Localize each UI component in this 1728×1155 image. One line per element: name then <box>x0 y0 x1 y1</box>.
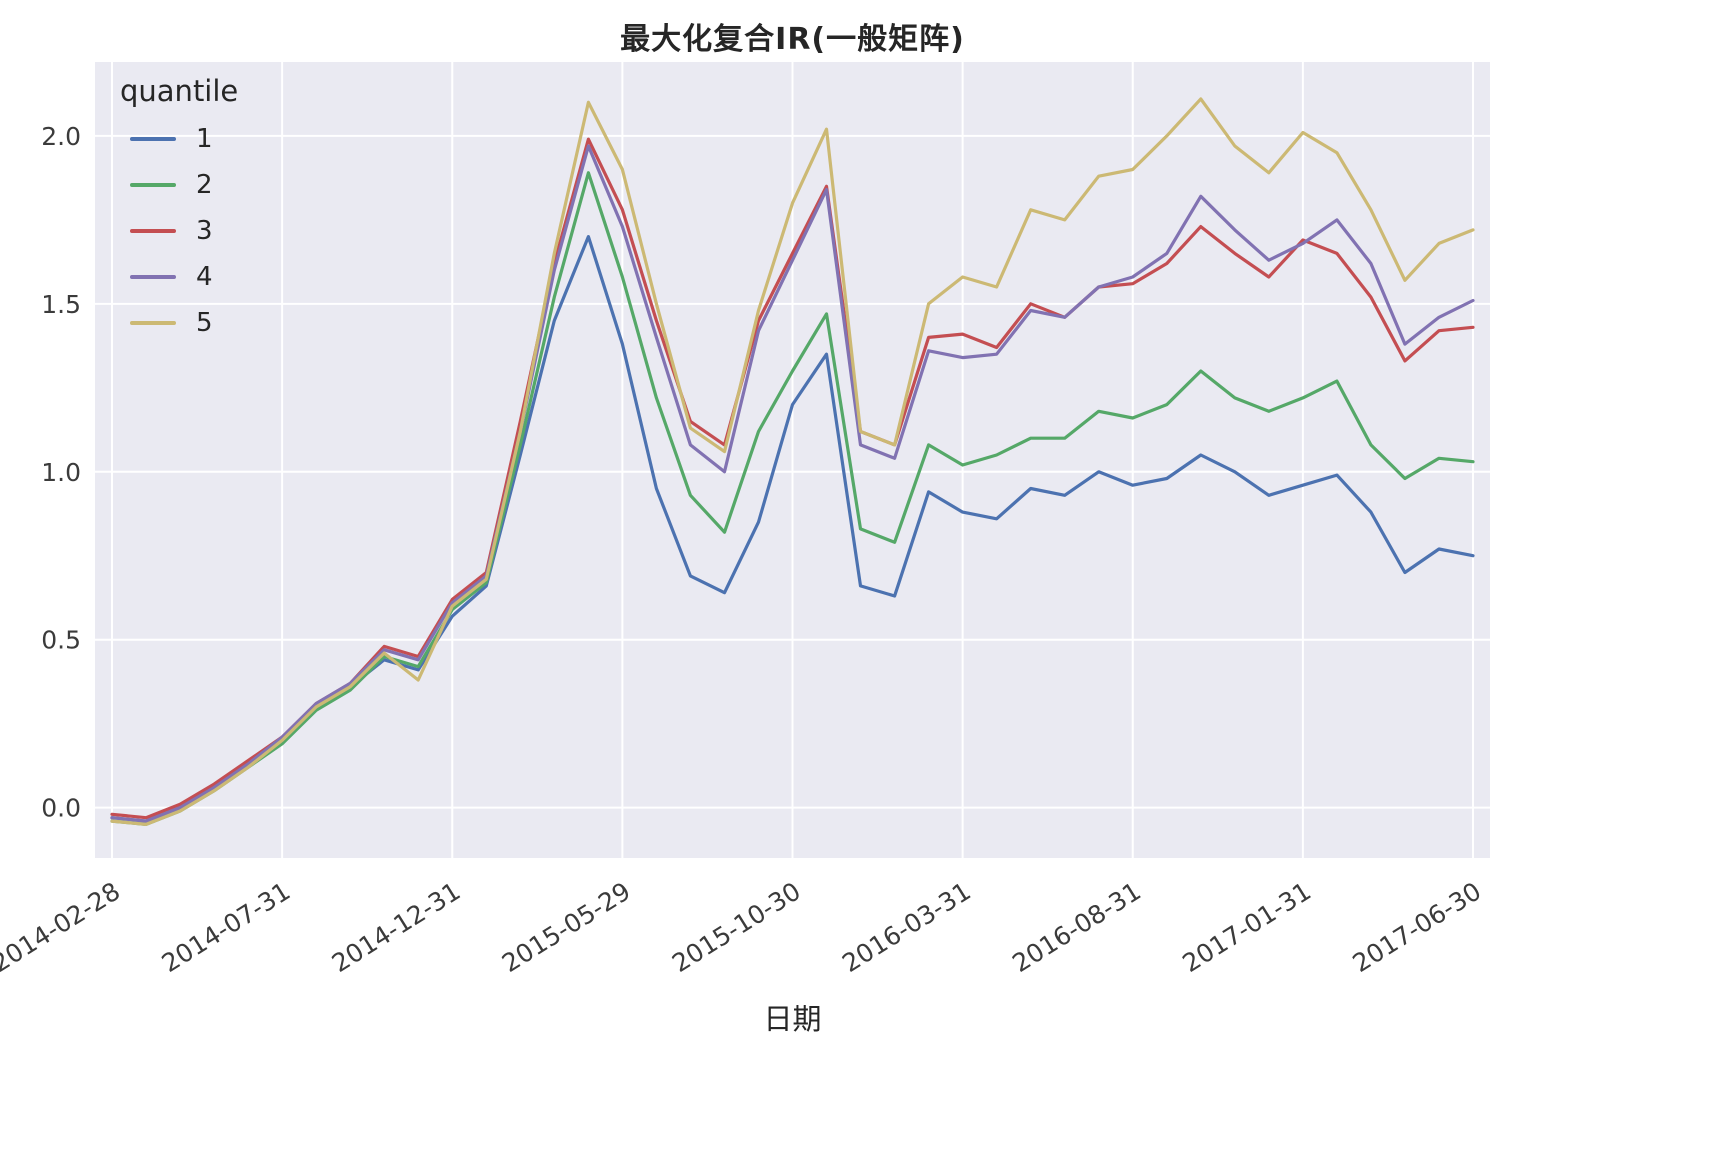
legend-row: 3 <box>120 208 238 254</box>
x-tick-label: 2015-10-30 <box>667 876 806 978</box>
legend-row: 5 <box>120 300 238 346</box>
legend: quantile 1 2 3 4 5 <box>120 74 238 346</box>
x-tick-label: 2014-02-28 <box>0 876 125 978</box>
x-tick-label: 2016-03-31 <box>837 876 976 978</box>
x-tick-label: 2015-05-29 <box>497 876 636 978</box>
legend-line-swatch <box>130 183 176 187</box>
x-tick-label: 2014-07-31 <box>157 876 296 978</box>
legend-label: 3 <box>196 216 213 246</box>
legend-entries: 1 2 3 4 5 <box>120 116 238 346</box>
y-tick-label: 1.5 <box>41 290 81 319</box>
legend-title: quantile <box>120 74 239 108</box>
series-line-2 <box>110 171 1475 827</box>
series-line-5 <box>110 97 1475 827</box>
legend-label: 4 <box>196 262 213 292</box>
legend-label: 5 <box>196 308 213 338</box>
x-tick-label: 2017-06-30 <box>1348 876 1487 978</box>
legend-row: 1 <box>120 116 238 162</box>
legend-label: 2 <box>196 170 213 200</box>
legend-line-swatch <box>130 275 176 279</box>
y-tick-label: 2.0 <box>41 122 81 151</box>
y-tick-label: 0.5 <box>41 626 81 655</box>
series-line-4 <box>110 144 1475 823</box>
x-tick-label: 2017-01-31 <box>1177 876 1316 978</box>
legend-line-swatch <box>130 321 176 325</box>
legend-row: 2 <box>120 162 238 208</box>
legend-row: 4 <box>120 254 238 300</box>
y-tick-label: 0.0 <box>41 794 81 823</box>
chart-title: 最大化复合IR(一般矩阵) <box>620 22 965 57</box>
x-tick-label: 2016-08-31 <box>1007 876 1146 978</box>
x-tick-label: 2014-12-31 <box>327 876 466 978</box>
legend-label: 1 <box>196 124 213 154</box>
legend-line-swatch <box>130 229 176 233</box>
y-tick-label: 1.0 <box>41 458 81 487</box>
legend-line-swatch <box>130 137 176 141</box>
x-axis-label: 日期 <box>763 1002 822 1036</box>
